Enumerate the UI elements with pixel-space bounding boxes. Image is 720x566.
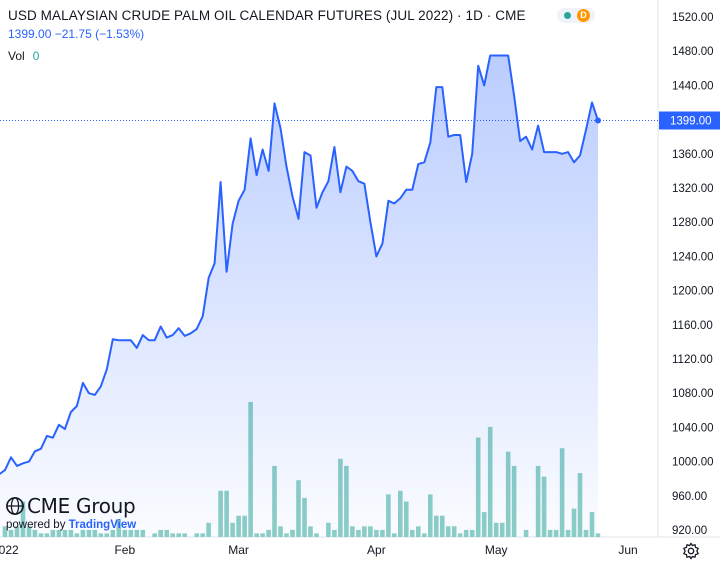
chart-legend: USD MALAYSIAN CRUDE PALM OIL CALENDAR FU… xyxy=(8,7,526,65)
volume-value: 0 xyxy=(32,49,40,63)
price-tick-label: 1000.00 xyxy=(672,457,714,469)
price-line xyxy=(0,54,599,475)
symbol-title[interactable]: USD MALAYSIAN CRUDE PALM OIL CALENDAR FU… xyxy=(8,8,526,23)
volume-legend: Vol 0 xyxy=(8,47,526,65)
price-tick-label: 1360.00 xyxy=(672,149,714,161)
last-price-marker: 1399.00 xyxy=(0,111,720,130)
delayed-data-badge: D xyxy=(577,9,590,22)
price-tick-label: 1080.00 xyxy=(672,388,714,400)
price-tick-label: 1040.00 xyxy=(672,422,714,434)
price-tick-label: 960.00 xyxy=(672,491,707,503)
last-price-dot xyxy=(595,117,601,124)
time-tick-label: 2022 xyxy=(0,543,19,557)
market-open-dot-icon xyxy=(564,12,571,19)
market-status-pill[interactable]: D xyxy=(557,8,595,23)
price-tick-label: 1120.00 xyxy=(672,354,713,366)
powered-by-line: powered by TradingView xyxy=(6,519,136,531)
logo-text: CME Group xyxy=(27,494,136,518)
price-tick-label: 1160.00 xyxy=(672,320,713,332)
price-tick-label: 920.00 xyxy=(672,525,707,537)
last-price-label: 1399.00 xyxy=(670,116,712,128)
price-tick-label: 1280.00 xyxy=(672,217,714,229)
price-axis-labels: 920.00 960.00 1000.00 1040.00 1080.00 1120.00… xyxy=(672,12,714,537)
price-area xyxy=(0,54,599,537)
tradingview-brand: TradingView xyxy=(68,519,137,531)
time-tick-label: Mar xyxy=(228,543,249,557)
cme-group-logo[interactable]: CME Group powered by TradingView xyxy=(6,494,136,531)
time-tick-label: Apr xyxy=(367,543,386,557)
price-tick-label: 1200.00 xyxy=(672,286,714,298)
price-tick-label: 1240.00 xyxy=(672,251,714,263)
time-tick-label: Feb xyxy=(114,543,135,557)
price-tick-label: 1320.00 xyxy=(672,183,714,195)
price-tick-label: 1520.00 xyxy=(672,12,714,24)
powered-by-text: powered by xyxy=(6,519,66,531)
volume-label: Vol xyxy=(8,49,25,63)
price-change-quote: 1399.00 −21.75 (−1.53%) xyxy=(8,27,145,41)
time-tick-label: Jun xyxy=(618,543,637,557)
last-price-badge xyxy=(659,111,720,130)
price-tick-label: 1440.00 xyxy=(672,80,714,92)
logo-brand: CME Group xyxy=(6,494,136,518)
price-tick-label: 1480.00 xyxy=(672,46,714,58)
time-tick-label: May xyxy=(485,543,508,557)
gear-icon[interactable] xyxy=(682,542,700,560)
globe-icon xyxy=(6,497,24,515)
price-area-fill xyxy=(0,55,598,537)
time-axis-labels: 2022 Feb Mar Apr May Jun xyxy=(0,543,638,557)
